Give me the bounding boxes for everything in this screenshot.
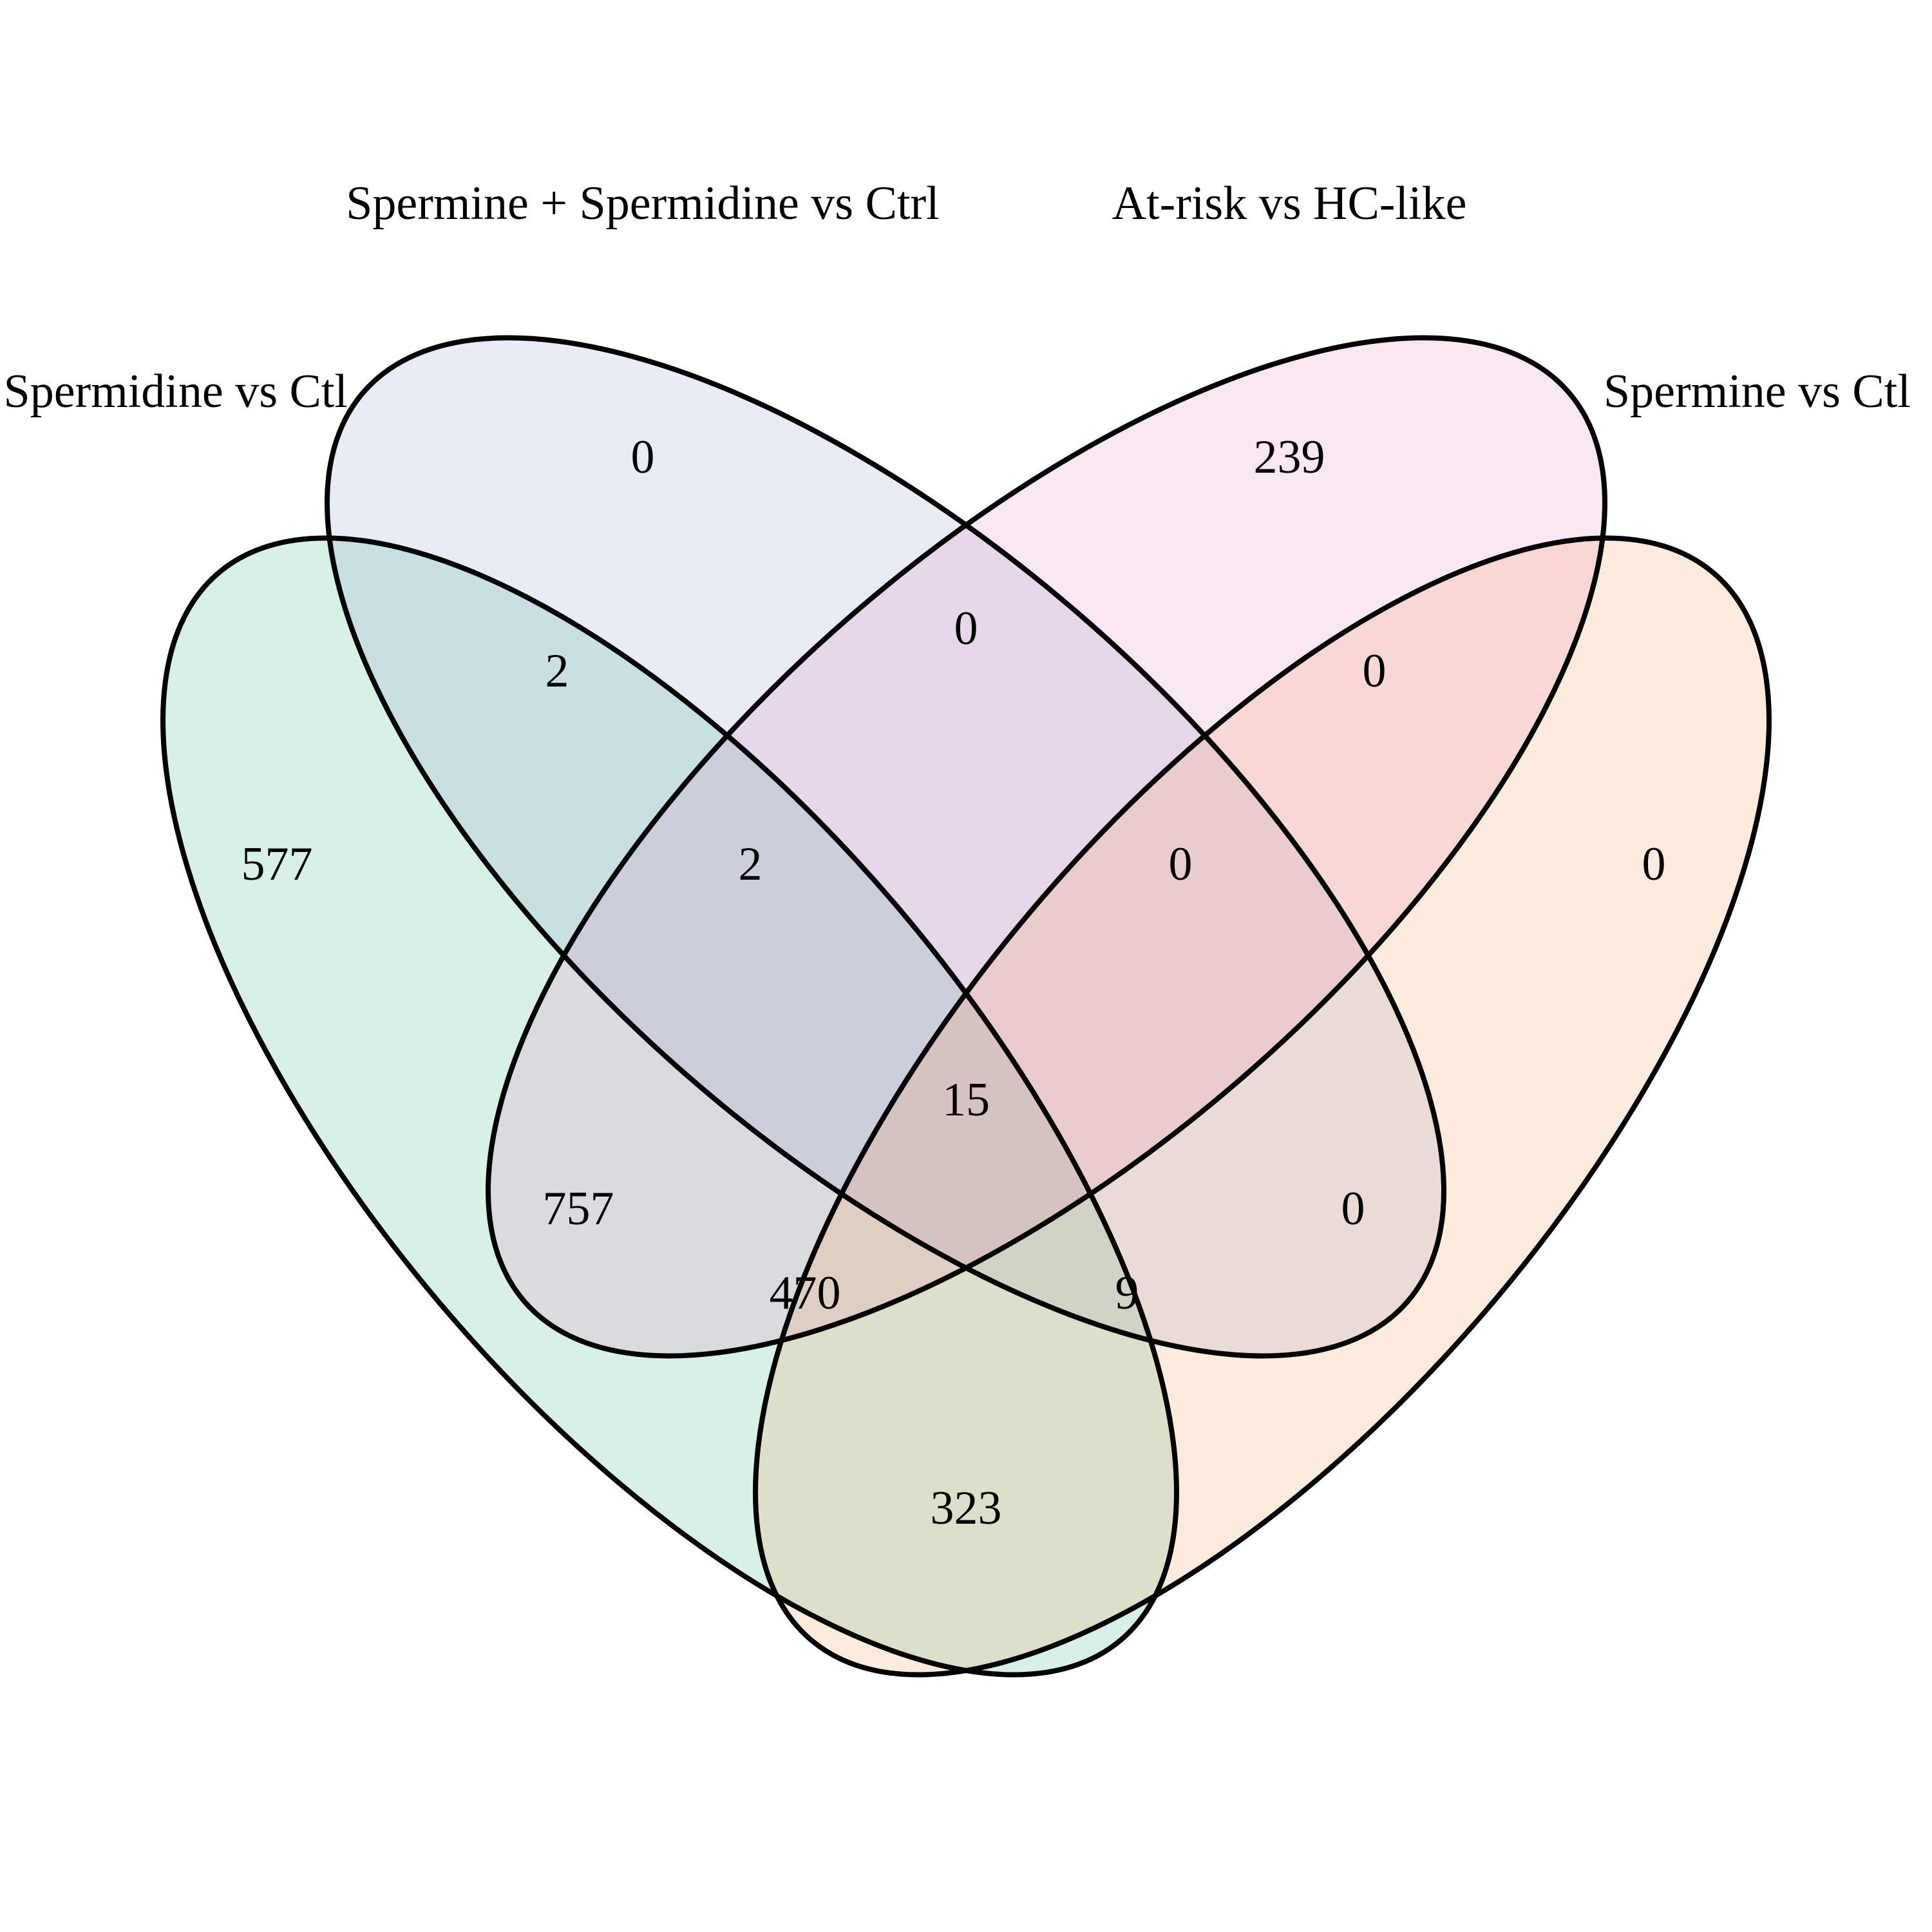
set-fills [163, 337, 1769, 1675]
count-b-only: 0 [631, 431, 655, 484]
set-outlines [160, 335, 1772, 1678]
set-c-outline [485, 335, 1608, 1359]
set-a-ellipse [163, 538, 1177, 1675]
set-d-label: Spermine vs Ctl [1604, 365, 1911, 418]
set-c-ellipse [488, 337, 1605, 1356]
set-d-outline [753, 535, 1772, 1678]
count-ac: 757 [543, 1182, 614, 1235]
set-b-outline [324, 335, 1447, 1359]
region-counts: 577 0 239 0 2 0 0 2 0 15 757 0 470 9 323 [242, 431, 1666, 1535]
set-c-label: At-risk vs HC-like [1112, 177, 1467, 230]
count-abd: 9 [1115, 1267, 1139, 1320]
count-bc: 0 [954, 602, 978, 655]
count-bcd: 0 [1169, 838, 1193, 891]
set-b-ellipse [327, 337, 1444, 1356]
count-d-only: 0 [1642, 838, 1666, 891]
count-a-only: 577 [242, 838, 313, 891]
count-cd: 0 [1363, 645, 1387, 697]
count-c-only: 239 [1254, 431, 1325, 484]
count-acd: 470 [770, 1267, 841, 1320]
count-ad: 323 [931, 1482, 1002, 1535]
set-b-label: Spermine + Spermidine vs Ctrl [346, 177, 939, 230]
set-labels: Spermidine vs Ctl Spermine + Spermidine … [4, 177, 1911, 418]
count-abc: 2 [739, 838, 762, 891]
count-bd: 0 [1341, 1182, 1365, 1235]
set-a-label: Spermidine vs Ctl [4, 365, 348, 418]
count-ab: 2 [545, 645, 569, 697]
set-d-ellipse [755, 538, 1769, 1675]
count-abcd: 15 [942, 1074, 990, 1126]
set-a-outline [160, 535, 1179, 1678]
